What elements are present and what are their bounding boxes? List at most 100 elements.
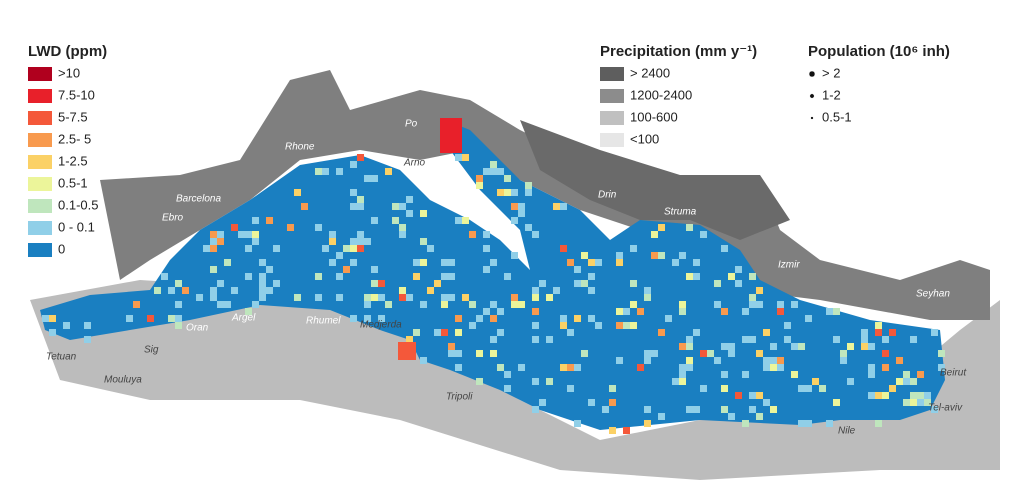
sea-cell [462, 154, 469, 161]
sea-cell [595, 322, 602, 329]
sea-cell [434, 329, 441, 336]
sea-cell [224, 301, 231, 308]
sea-cell [756, 392, 763, 399]
sea-cell [399, 294, 406, 301]
sea-cell [245, 308, 252, 315]
sea-cell [266, 266, 273, 273]
legend-swatch [600, 111, 624, 125]
sea-cell [784, 322, 791, 329]
place-label: Oran [186, 323, 209, 334]
sea-cell [126, 315, 133, 322]
sea-cell [868, 343, 875, 350]
sea-cell [490, 315, 497, 322]
sea-cell [868, 364, 875, 371]
sea-cell [455, 217, 462, 224]
sea-cell [742, 336, 749, 343]
sea-cell [679, 308, 686, 315]
sea-cell [217, 238, 224, 245]
sea-cell [763, 357, 770, 364]
sea-cell [833, 399, 840, 406]
sea-cell [749, 294, 756, 301]
sea-cell [798, 420, 805, 427]
sea-cell [350, 203, 357, 210]
sea-cell [483, 168, 490, 175]
sea-cell [567, 364, 574, 371]
sea-cell [273, 280, 280, 287]
sea-cell [588, 259, 595, 266]
sea-cell [427, 287, 434, 294]
sea-cell [847, 343, 854, 350]
sea-cell [455, 154, 462, 161]
sea-cell [217, 280, 224, 287]
sea-cell [259, 273, 266, 280]
sea-cell [490, 350, 497, 357]
legend-label: 5-7.5 [58, 109, 88, 124]
sea-cell [245, 273, 252, 280]
sea-cell [504, 371, 511, 378]
place-label: Nile [838, 426, 856, 437]
sea-cell [336, 294, 343, 301]
sea-cell [357, 196, 364, 203]
sea-cell [679, 364, 686, 371]
place-label: Volt. [478, 206, 498, 217]
sea-cell [840, 350, 847, 357]
place-label: Seyhan [916, 289, 950, 300]
sea-cell [798, 343, 805, 350]
sea-cell [777, 364, 784, 371]
sea-cell [245, 245, 252, 252]
legend-label: 0 [58, 241, 65, 256]
sea-cell [630, 322, 637, 329]
sea-cell [476, 350, 483, 357]
sea-cell [455, 364, 462, 371]
legend-label: 0 - 0.1 [58, 219, 95, 234]
sea-cell [357, 154, 364, 161]
legend-label: 1-2.5 [58, 153, 88, 168]
sea-cell [910, 392, 917, 399]
sea-cell [210, 238, 217, 245]
sea-cell [735, 280, 742, 287]
sea-cell [686, 336, 693, 343]
sea-cell [623, 427, 630, 434]
sea-cell [364, 315, 371, 322]
sea-cell [315, 294, 322, 301]
sea-cell [791, 343, 798, 350]
sea-cell [490, 301, 497, 308]
legend-swatch [28, 243, 52, 257]
sea-cell [630, 301, 637, 308]
sea-cell [686, 343, 693, 350]
sea-cell [567, 329, 574, 336]
sea-cell [931, 329, 938, 336]
sea-cell [350, 161, 357, 168]
sea-cell [560, 245, 567, 252]
sea-cell [504, 175, 511, 182]
sea-cell [896, 357, 903, 364]
sea-cell [301, 203, 308, 210]
sea-cell [742, 371, 749, 378]
sea-cell [385, 168, 392, 175]
sea-cell [399, 224, 406, 231]
sea-cell [322, 168, 329, 175]
sea-cell [413, 329, 420, 336]
sea-cell [525, 182, 532, 189]
sea-cell [938, 364, 945, 371]
sea-cell [791, 301, 798, 308]
sea-cell [399, 203, 406, 210]
sea-cell [609, 399, 616, 406]
sea-cell [875, 392, 882, 399]
place-label: Po [405, 119, 418, 130]
sea-cell [294, 294, 301, 301]
legend-swatch [28, 89, 52, 103]
sea-cell [910, 336, 917, 343]
sea-cell [532, 378, 539, 385]
sea-cell [252, 231, 259, 238]
sea-cell [637, 308, 644, 315]
sea-cell [49, 329, 56, 336]
sea-cell [546, 294, 553, 301]
sea-cell [763, 364, 770, 371]
sea-cell [644, 350, 651, 357]
sea-cell [511, 189, 518, 196]
sea-cell [686, 406, 693, 413]
sea-cell [252, 217, 259, 224]
sea-cell [210, 231, 217, 238]
sea-cell [42, 315, 49, 322]
